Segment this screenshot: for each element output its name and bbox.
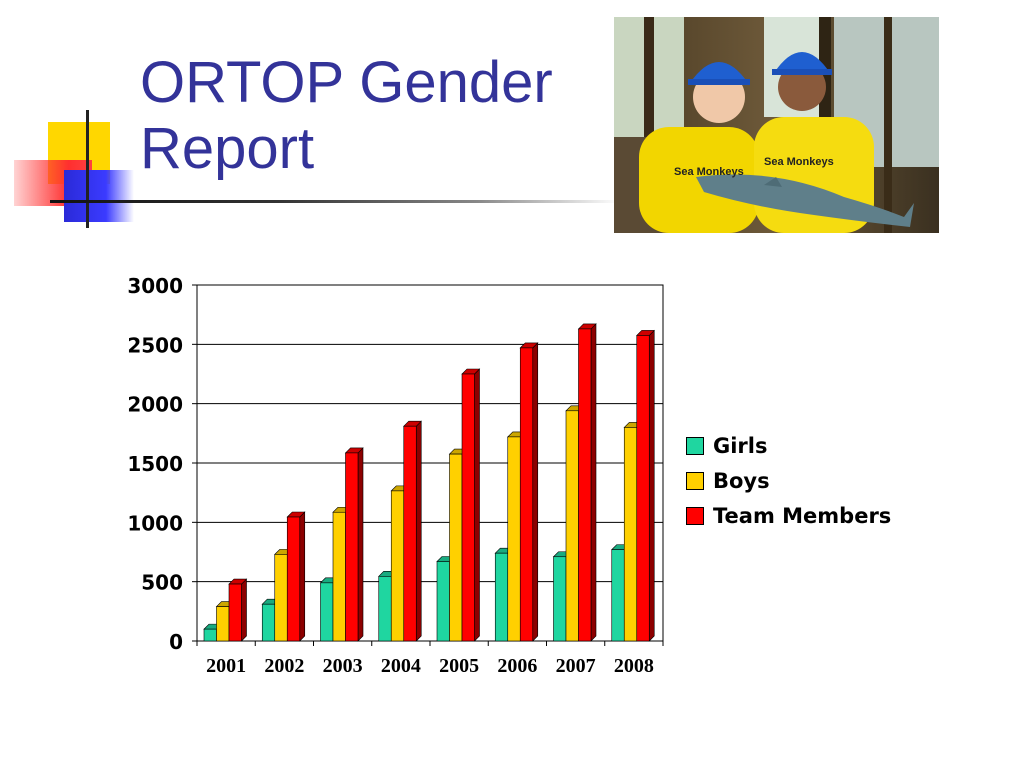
bar-side (532, 342, 539, 642)
bar-side (357, 447, 364, 642)
bar-boys-2008 (623, 427, 638, 642)
legend-label: Team Members (713, 503, 892, 528)
x-tick-label: 2003 (323, 655, 363, 677)
legend-item-girls: Girls (686, 428, 891, 463)
shirt-text-girl2: Sea Monkeys (764, 156, 834, 168)
bar-side (648, 329, 655, 642)
x-tick-label: 2005 (439, 655, 479, 677)
shirt-text-girl1: Sea Monkeys (674, 166, 744, 178)
bar-team-members-2004 (403, 425, 417, 642)
bar-side (474, 368, 480, 642)
bar-girls-2006 (494, 552, 509, 642)
title-underline-rule (50, 200, 620, 203)
legend-label: Girls (713, 433, 768, 458)
chart-plot-area: 0 500 1000 1500 2000 2500 3000 2001 2002 2003 2004… (127, 274, 664, 677)
legend-label: Boys (713, 468, 770, 493)
x-tick-label: 2006 (497, 655, 537, 677)
bar-girls-2003 (320, 582, 334, 642)
vertical-rule-decoration (86, 110, 89, 228)
bar-team-members-2005 (461, 373, 475, 642)
bar-team-members-2003 (345, 452, 359, 642)
bar-girls-2008 (611, 549, 625, 642)
x-tick-label: 2008 (614, 655, 654, 677)
y-tick-label: 500 (141, 571, 183, 595)
bar-boys-2005 (449, 453, 463, 642)
photo-girls-holding-dolphin-icon: Sea Monkeys Sea Monkeys (614, 17, 939, 233)
y-tick-label: 3000 (127, 274, 183, 298)
x-tick-label: 2004 (381, 655, 421, 677)
slide-title-line2: Report (140, 116, 315, 181)
y-tick-label: 2000 (127, 393, 183, 417)
bar-boys-2002 (274, 554, 288, 642)
bar-side (241, 578, 247, 642)
bar-side (415, 420, 422, 642)
bar-side (590, 323, 597, 642)
bar-team-members-2001 (228, 583, 242, 642)
slide-title-line1: ORTOP Gender (140, 50, 553, 115)
slide-title: ORTOP Gender Report (140, 50, 600, 182)
bar-team-members-2002 (286, 516, 301, 642)
bar-team-members-2007 (578, 328, 592, 642)
chart-legend: Girls Boys Team Members (686, 428, 891, 533)
x-tick-label: 2002 (264, 655, 304, 677)
bar-team-members-2006 (519, 347, 534, 642)
x-tick-label: 2007 (556, 655, 596, 677)
legend-swatch (686, 436, 704, 455)
bar-boys-2001 (216, 606, 230, 642)
y-tick-label: 0 (169, 630, 183, 654)
y-tick-label: 2500 (127, 333, 183, 357)
x-tick-label: 2001 (206, 655, 246, 677)
legend-swatch (686, 471, 704, 490)
bar-girls-2005 (436, 561, 450, 642)
bar-boys-2004 (390, 490, 405, 642)
blue-square-decoration (64, 170, 134, 222)
legend-item-boys: Boys (686, 463, 891, 498)
legend-swatch (686, 506, 704, 525)
legend-item-team-members: Team Members (686, 498, 891, 533)
bar-girls-2004 (378, 576, 392, 642)
y-tick-label: 1000 (127, 511, 183, 535)
y-tick-label: 1500 (127, 452, 183, 476)
bar-girls-2002 (261, 603, 276, 642)
bar-girls-2007 (553, 556, 567, 642)
bar-side (299, 511, 306, 642)
bar-boys-2003 (332, 511, 346, 642)
bar-team-members-2008 (636, 335, 650, 642)
bar-boys-2006 (507, 436, 521, 642)
bar-girls-2001 (203, 628, 217, 642)
bar-boys-2007 (565, 410, 579, 642)
